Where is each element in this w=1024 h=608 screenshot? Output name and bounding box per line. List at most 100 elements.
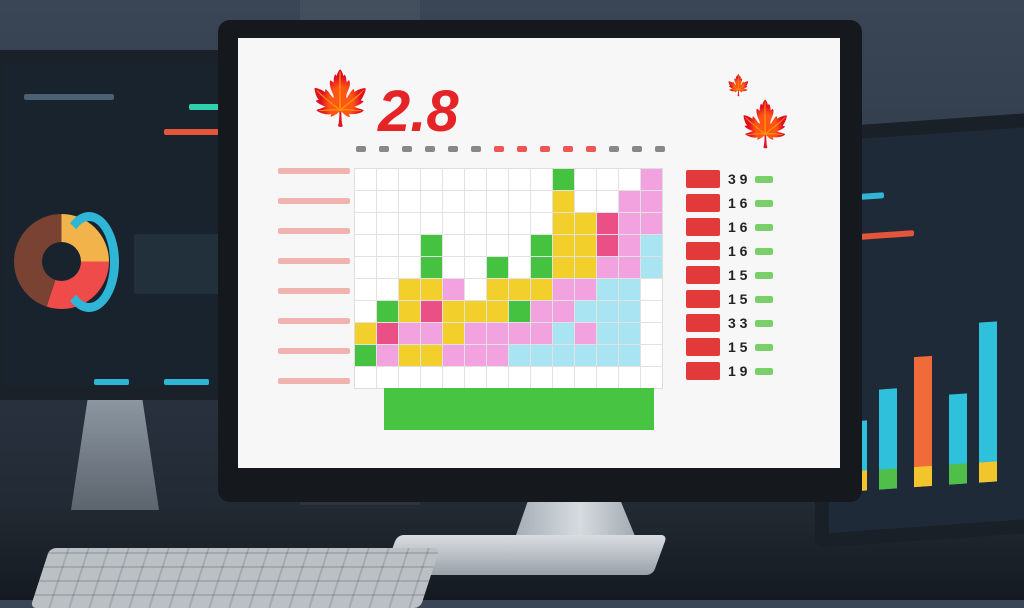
column-header bbox=[356, 146, 366, 152]
grid-cell bbox=[553, 367, 574, 388]
chart-bar-segment bbox=[979, 461, 997, 483]
arc-chart bbox=[59, 212, 119, 312]
red-badge bbox=[686, 290, 720, 308]
label bbox=[94, 379, 129, 385]
side-value: 1 6 bbox=[728, 219, 748, 235]
grid-cell bbox=[487, 213, 508, 234]
grid-cell bbox=[465, 169, 486, 190]
grid-cell bbox=[355, 367, 376, 388]
grid-cell bbox=[575, 257, 596, 278]
grid-cell bbox=[553, 213, 574, 234]
grid-cell bbox=[465, 323, 486, 344]
grid-cell bbox=[399, 323, 420, 344]
headline-value: 2.8 bbox=[378, 79, 459, 144]
grid-cell bbox=[597, 323, 618, 344]
grid-cell bbox=[597, 257, 618, 278]
column-header bbox=[402, 146, 412, 152]
side-row: 1 5 bbox=[686, 266, 774, 284]
grid-cell bbox=[377, 301, 398, 322]
side-row: 1 6 bbox=[686, 242, 774, 260]
grid-cell bbox=[399, 301, 420, 322]
grid-cell bbox=[553, 345, 574, 366]
grid-cell bbox=[421, 235, 442, 256]
grid-cell bbox=[487, 345, 508, 366]
column-header bbox=[448, 146, 458, 152]
grid-cell bbox=[575, 279, 596, 300]
green-label bbox=[755, 319, 774, 327]
grid-cell bbox=[553, 279, 574, 300]
grid-cell bbox=[377, 323, 398, 344]
grid-cell bbox=[465, 367, 486, 388]
center-monitor-screen: 🍁 🍁 🍁 2.8 3 9 1 6 1 6 1 6 1 5 1 5 3 3 1 5 1 9 bbox=[238, 38, 840, 468]
column-header bbox=[494, 146, 504, 152]
side-value: 3 3 bbox=[728, 315, 748, 331]
grid-cell bbox=[487, 279, 508, 300]
red-badge bbox=[686, 338, 720, 356]
column-header bbox=[609, 146, 619, 152]
grid-cell bbox=[443, 367, 464, 388]
color-grid bbox=[354, 168, 663, 389]
grid-cell bbox=[355, 235, 376, 256]
grid-cell bbox=[355, 169, 376, 190]
grid-cell bbox=[531, 323, 552, 344]
red-badge bbox=[686, 362, 720, 380]
left-list bbox=[278, 168, 350, 408]
grid-cell bbox=[355, 191, 376, 212]
side-row: 1 6 bbox=[686, 218, 774, 236]
grid-cell bbox=[597, 279, 618, 300]
grid-cell bbox=[531, 169, 552, 190]
side-value: 1 9 bbox=[728, 363, 748, 379]
grid-cell bbox=[443, 257, 464, 278]
grid-cell bbox=[465, 257, 486, 278]
grid-cell bbox=[421, 257, 442, 278]
grid-cell bbox=[421, 191, 442, 212]
grid-cell bbox=[641, 191, 662, 212]
grid-cell bbox=[399, 257, 420, 278]
chart-bar-segment bbox=[879, 468, 897, 490]
grid-cell bbox=[531, 367, 552, 388]
grid-cell bbox=[421, 213, 442, 234]
grid-cell bbox=[355, 345, 376, 366]
grid-cell bbox=[443, 235, 464, 256]
grid-cell bbox=[641, 279, 662, 300]
grid-cell bbox=[619, 213, 640, 234]
grid-cell bbox=[509, 169, 530, 190]
keyboard bbox=[30, 548, 440, 608]
grid-cell bbox=[619, 191, 640, 212]
red-badge bbox=[686, 194, 720, 212]
grid-cell bbox=[377, 279, 398, 300]
grid-cell bbox=[619, 367, 640, 388]
green-label bbox=[755, 367, 774, 375]
grid-cell bbox=[531, 191, 552, 212]
grid-cell bbox=[575, 301, 596, 322]
side-value: 1 6 bbox=[728, 243, 748, 259]
grid-cell bbox=[531, 213, 552, 234]
grid-cell bbox=[531, 301, 552, 322]
grid-cell bbox=[575, 169, 596, 190]
grid-cell bbox=[509, 301, 530, 322]
green-label bbox=[755, 295, 774, 303]
side-row: 3 3 bbox=[686, 314, 774, 332]
green-label bbox=[755, 271, 774, 279]
grid-cell bbox=[399, 367, 420, 388]
grid-cell bbox=[465, 345, 486, 366]
side-row: 3 9 bbox=[686, 170, 774, 188]
grid-cell bbox=[355, 257, 376, 278]
green-label bbox=[755, 199, 774, 207]
column-header bbox=[586, 146, 596, 152]
grid-cell bbox=[399, 345, 420, 366]
grid-cell bbox=[575, 323, 596, 344]
grid-cell bbox=[465, 279, 486, 300]
label bbox=[24, 94, 114, 100]
grid-cell bbox=[575, 235, 596, 256]
grid-cell bbox=[509, 345, 530, 366]
grid-cell bbox=[443, 301, 464, 322]
maple-leaf-icon: 🍁 bbox=[308, 70, 373, 128]
grid-cell bbox=[443, 169, 464, 190]
panel bbox=[134, 234, 229, 294]
grid-cell bbox=[399, 169, 420, 190]
grid-cell bbox=[575, 213, 596, 234]
grid-cell bbox=[619, 301, 640, 322]
grid-cell bbox=[377, 367, 398, 388]
red-badge bbox=[686, 314, 720, 332]
